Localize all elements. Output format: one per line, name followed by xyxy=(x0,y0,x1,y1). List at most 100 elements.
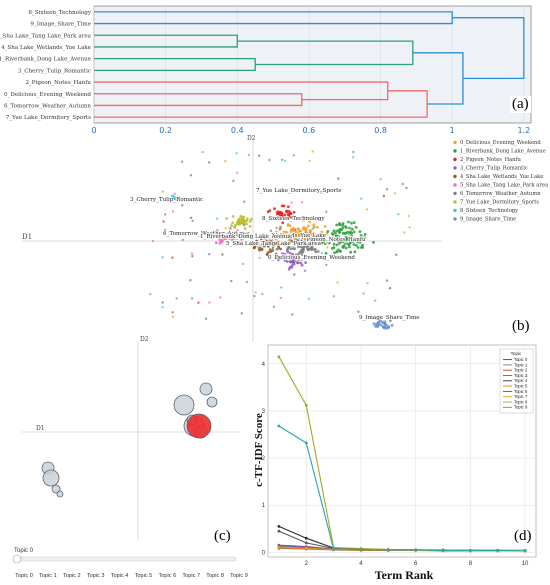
scatter-point xyxy=(350,227,354,231)
term-rank-point xyxy=(277,525,281,528)
scatter-point xyxy=(279,211,283,215)
scatter-point xyxy=(149,293,152,296)
scatter-point xyxy=(283,254,287,257)
scatter-point xyxy=(359,236,363,240)
scatter-point xyxy=(337,235,340,239)
scatter-point xyxy=(332,295,335,298)
scatter-point xyxy=(270,238,273,241)
term-rank-lines xyxy=(277,355,527,553)
scatter-point xyxy=(349,230,352,234)
topic-slider-tick: Topic 3 xyxy=(87,573,105,579)
topic-slider-tick: Topic 6 xyxy=(158,573,176,579)
scatter-point xyxy=(340,188,343,191)
term-rank-legend-label: Topic 4 xyxy=(514,378,528,383)
scatter-point xyxy=(171,197,175,201)
scatter-cluster-label: 1_Riverbank_Dong Lake_Avenue xyxy=(200,234,293,240)
topic-slider-label: Topic 0 xyxy=(14,548,34,554)
scatter-point xyxy=(297,258,301,261)
scatter-point xyxy=(285,260,289,263)
scatter-point xyxy=(352,221,356,225)
scatter-point xyxy=(363,233,367,236)
scatter-point xyxy=(201,150,204,154)
term-rank-plot-area xyxy=(267,344,537,558)
scatter-point xyxy=(350,221,353,225)
scatter-point xyxy=(406,316,409,320)
term-rank-x-tick: 10 xyxy=(522,561,529,567)
scatter-point xyxy=(229,227,232,230)
scatter-point xyxy=(313,238,316,241)
scatter-point xyxy=(266,253,270,257)
scatter-point xyxy=(307,237,310,241)
topic-bubble xyxy=(199,382,213,396)
scatter-legend-label: 3_Cherry_Tulip_Romantic xyxy=(460,166,528,172)
topic-slider-tick: Topic 9 xyxy=(230,573,248,579)
scatter-point xyxy=(215,217,219,220)
scatter-point xyxy=(284,241,288,245)
scatter-legend-marker xyxy=(453,157,457,162)
dendrogram-link xyxy=(94,93,303,107)
scatter-point xyxy=(284,230,288,234)
scatter-point xyxy=(300,201,304,204)
scatter-point xyxy=(275,230,278,233)
scatter-point xyxy=(215,229,219,232)
scatter-point xyxy=(190,252,194,255)
scatter-point xyxy=(338,241,341,245)
scatter-point xyxy=(243,200,246,203)
scatter-point xyxy=(266,250,270,254)
scatter-point xyxy=(276,258,280,262)
scatter-point xyxy=(353,250,357,254)
scatter-axes: D1 D2 xyxy=(22,135,442,342)
scatter-point xyxy=(333,251,336,255)
scatter-point xyxy=(385,279,389,282)
scatter-point xyxy=(295,216,299,220)
topic-bubble xyxy=(42,469,60,487)
scatter-point xyxy=(320,191,323,194)
topic-slider-track[interactable] xyxy=(13,556,237,562)
scatter-point xyxy=(257,186,260,189)
term-rank-point xyxy=(304,441,308,445)
scatter-point xyxy=(280,158,284,161)
scatter-point xyxy=(302,233,306,237)
term-rank-point xyxy=(414,548,418,552)
scatter-legend-label: 8_Sixteen_Technology xyxy=(460,208,518,214)
scatter-point xyxy=(298,188,301,191)
scatter-point xyxy=(340,228,343,232)
term-rank-x-tick: 6 xyxy=(414,561,418,567)
scatter-point xyxy=(279,216,283,220)
scatter-point xyxy=(286,234,290,238)
scatter-point xyxy=(379,319,383,323)
dendrogram-leaf-label: 3_Cherry_Tulip_Romantic xyxy=(18,68,91,74)
scatter-point xyxy=(308,220,311,224)
scatter-point xyxy=(238,240,242,244)
scatter-point xyxy=(336,239,340,243)
scatter-point xyxy=(293,273,296,276)
scatter-point xyxy=(271,245,275,248)
scatter-point xyxy=(292,226,295,230)
scatter-point xyxy=(304,190,307,193)
dendrogram-x-tick-label: 0.4 xyxy=(231,126,244,135)
scatter-point xyxy=(275,211,279,215)
dendrogram-x-ticks: 0 0.2 0.4 0.6 0.8 1 1.2 xyxy=(91,126,530,135)
scatter-point xyxy=(405,186,408,190)
dendrogram-leaf-label: 0_Delicious_Evening_Weekend xyxy=(4,92,91,98)
scatter-point xyxy=(175,297,178,300)
scatter-point xyxy=(297,252,301,256)
scatter-point xyxy=(280,187,283,190)
scatter-point xyxy=(243,219,246,223)
scatter-point xyxy=(197,301,200,304)
term-rank-y-tick: 2 xyxy=(262,456,266,462)
scatter-point xyxy=(357,310,360,313)
scatter-point xyxy=(204,317,208,320)
topic-slider-handle[interactable] xyxy=(12,554,22,564)
scatter-point xyxy=(212,235,216,239)
scatter-point xyxy=(214,241,218,245)
scatter-point xyxy=(268,158,271,162)
scatter-point xyxy=(376,322,380,326)
scatter-point xyxy=(274,252,278,256)
scatter-point xyxy=(262,240,266,244)
scatter-point xyxy=(275,243,279,247)
scatter-point xyxy=(208,301,211,304)
scatter-point xyxy=(245,217,249,221)
scatter-point xyxy=(273,207,276,211)
topic-slider-tick: Topic 8 xyxy=(206,573,224,579)
